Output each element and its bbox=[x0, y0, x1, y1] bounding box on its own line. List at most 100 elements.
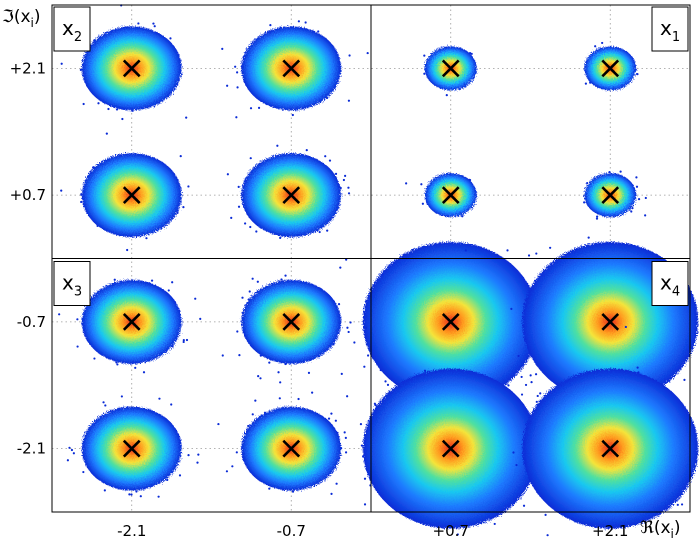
noise-dot bbox=[259, 377, 262, 380]
quadrant-labels: x1 x2 x3 x4 bbox=[53, 6, 689, 306]
noise-dot bbox=[363, 365, 366, 368]
noise-dot bbox=[530, 381, 533, 384]
marker-stroke-b bbox=[122, 59, 141, 78]
marker-stroke-b bbox=[122, 186, 141, 204]
noise-dot bbox=[277, 371, 280, 374]
noise-dot bbox=[134, 366, 137, 369]
noise-dot bbox=[317, 30, 320, 33]
noise-dot bbox=[276, 144, 279, 147]
quadrant-label-x1: x1 bbox=[651, 6, 689, 52]
noise-dot bbox=[461, 215, 464, 218]
noise-dot bbox=[527, 254, 531, 257]
noise-dot bbox=[236, 86, 239, 89]
noise-dot bbox=[347, 99, 351, 102]
noise-dot bbox=[126, 248, 129, 252]
marker-stroke-b bbox=[441, 439, 460, 458]
noise-dot bbox=[238, 353, 241, 357]
label-box bbox=[651, 6, 689, 52]
noise-dot bbox=[251, 413, 254, 416]
noise-dot bbox=[363, 477, 367, 480]
noise-dot bbox=[107, 107, 110, 111]
noise-dot bbox=[241, 296, 244, 299]
noise-dot bbox=[470, 52, 473, 55]
noise-dot bbox=[235, 116, 238, 119]
noise-dot bbox=[423, 72, 426, 75]
noise-dot bbox=[236, 330, 239, 333]
marker-x1-0 bbox=[441, 59, 460, 78]
noise-dot bbox=[60, 189, 63, 192]
constellation-markers bbox=[122, 59, 620, 458]
noise-dot bbox=[171, 281, 174, 284]
noise-dot bbox=[423, 54, 426, 57]
noise-dot bbox=[157, 495, 160, 498]
noise-dot bbox=[226, 173, 229, 176]
noise-dot bbox=[373, 402, 376, 405]
label-box bbox=[53, 6, 91, 52]
noise-dot bbox=[635, 185, 639, 188]
noise-dot bbox=[366, 51, 369, 55]
marker-stroke-b bbox=[282, 186, 301, 204]
label-subscript: 4 bbox=[672, 285, 680, 300]
noise-dot bbox=[507, 384, 510, 387]
noise-dot bbox=[72, 452, 75, 455]
cluster-group-x3 bbox=[58, 274, 365, 498]
noise-dot bbox=[520, 375, 523, 379]
noise-dot bbox=[256, 280, 259, 283]
noise-dot bbox=[237, 185, 240, 188]
marker-x2-0 bbox=[122, 59, 141, 78]
marker-x2-1 bbox=[282, 59, 301, 78]
noise-dot bbox=[318, 230, 321, 234]
noise-dot bbox=[493, 522, 496, 526]
noise-dot bbox=[546, 534, 549, 537]
noise-dot bbox=[328, 159, 332, 162]
noise-dot bbox=[115, 108, 119, 111]
clusters bbox=[58, 4, 699, 537]
noise-dot bbox=[384, 380, 387, 383]
noise-dot bbox=[339, 266, 342, 269]
marker-x1-1 bbox=[601, 59, 620, 78]
noise-dot bbox=[221, 47, 224, 50]
noise-dot bbox=[221, 354, 224, 357]
noise-dot bbox=[280, 278, 283, 281]
quadrant-label-x2: x2 bbox=[53, 6, 91, 52]
noise-dot bbox=[291, 490, 295, 493]
noise-dot bbox=[104, 404, 107, 407]
noise-dot bbox=[423, 369, 427, 372]
noise-dot bbox=[464, 249, 467, 252]
noise-dot bbox=[421, 202, 424, 205]
noise-dot bbox=[515, 463, 518, 467]
noise-dot bbox=[97, 102, 100, 105]
noise-dot bbox=[539, 392, 542, 395]
y-tick-label-2: -0.7 bbox=[17, 313, 46, 331]
noise-dot bbox=[249, 107, 253, 110]
noise-dot bbox=[335, 482, 338, 485]
noise-dot bbox=[105, 132, 108, 135]
noise-dot bbox=[359, 423, 363, 426]
marker-stroke-b bbox=[441, 186, 460, 204]
noise-dot bbox=[291, 113, 294, 117]
noise-dot bbox=[631, 206, 634, 210]
noise-dot bbox=[231, 465, 234, 468]
marker-stroke-b bbox=[441, 59, 460, 78]
noise-dot bbox=[586, 182, 589, 185]
noise-dot bbox=[70, 448, 74, 452]
noise-dot bbox=[456, 533, 459, 536]
noise-dot bbox=[257, 375, 260, 378]
x-axis-label: ℜ(xi) bbox=[640, 518, 681, 541]
y-tick-label-0: +2.1 bbox=[10, 59, 46, 77]
noise-dot bbox=[167, 289, 170, 292]
cluster-group-x4 bbox=[307, 236, 699, 537]
noise-dot bbox=[248, 290, 251, 293]
noise-dot bbox=[344, 436, 347, 439]
noise-dot bbox=[536, 394, 539, 398]
label-box bbox=[651, 261, 689, 306]
noise-dot bbox=[512, 451, 515, 454]
noise-dot bbox=[182, 340, 185, 344]
noise-dot bbox=[158, 397, 161, 400]
noise-dot bbox=[76, 318, 79, 321]
noise-dot bbox=[68, 446, 71, 449]
noise-dot bbox=[506, 249, 509, 252]
noise-dot bbox=[305, 149, 308, 152]
y-tick-label-1: +0.7 bbox=[10, 186, 46, 204]
marker-stroke-b bbox=[122, 313, 141, 331]
